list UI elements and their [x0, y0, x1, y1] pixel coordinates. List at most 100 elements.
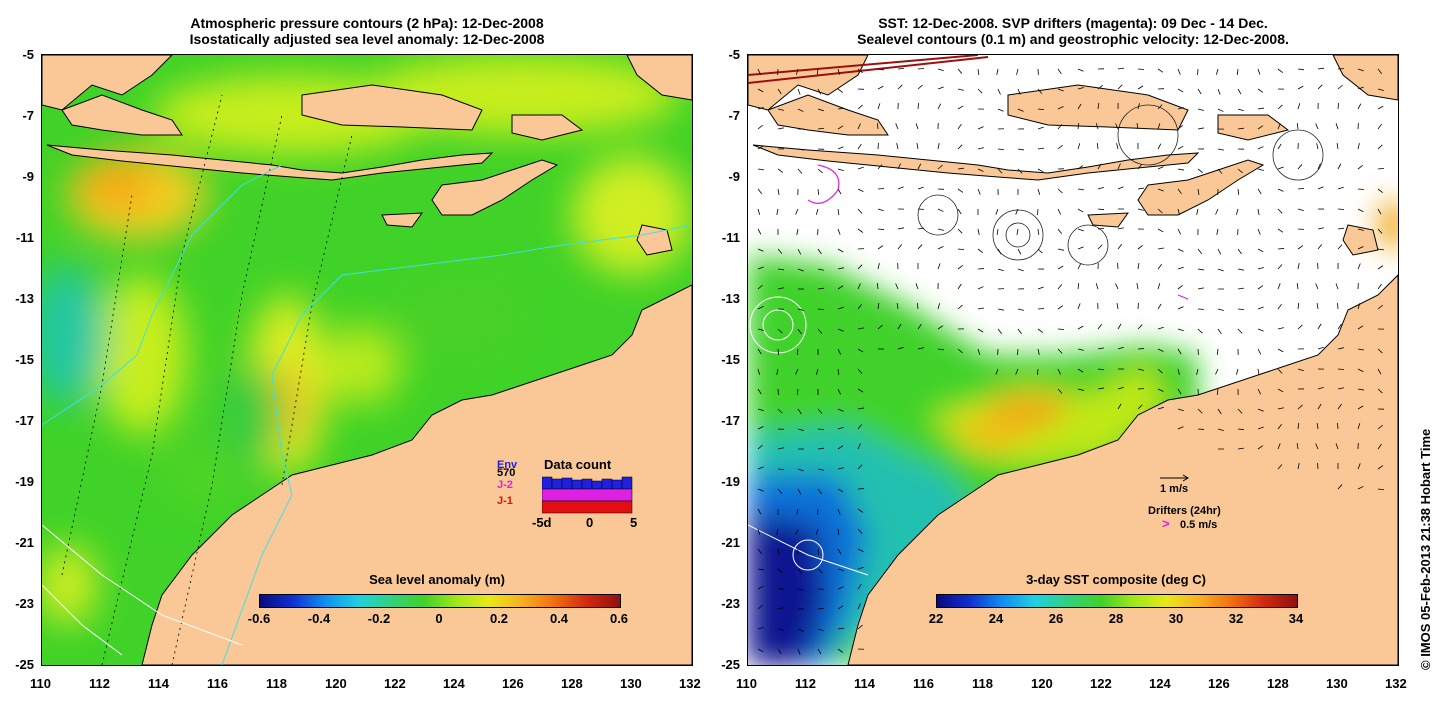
velocity-arrow: [1095, 283, 1099, 290]
velocity-arrow: [837, 467, 844, 470]
velocity-arrow: [1277, 123, 1281, 130]
velocity-arrow: [1257, 248, 1264, 253]
velocity-arrow: [1377, 208, 1382, 215]
right-lat-tick-label: -5: [728, 47, 740, 62]
data-count-bars: [542, 476, 633, 514]
velocity-arrow: [1237, 308, 1245, 311]
velocity-arrow: [837, 445, 844, 450]
left-lat-tick-label: -17: [15, 413, 34, 428]
velocity-arrow: [1317, 67, 1324, 70]
velocity-arrow: [937, 325, 944, 330]
velocity-arrow: [1377, 88, 1384, 91]
velocity-arrow: [796, 348, 799, 356]
velocity-arrow: [1277, 104, 1283, 110]
velocity-arrow: [1116, 303, 1119, 310]
velocity-arrow: [1057, 106, 1064, 110]
left-lon-tick-label: 130: [620, 676, 642, 691]
velocity-arrow: [957, 208, 962, 215]
velocity-arrow: [937, 303, 941, 310]
right-title: SST: 12-Dec-2008. SVP drifters (magenta)…: [748, 15, 1398, 47]
velocity-arrow: [1297, 164, 1303, 170]
left-lon-tick-label: 112: [89, 676, 110, 691]
velocity-arrow: [1097, 163, 1102, 170]
velocity-arrow: [937, 164, 943, 170]
velocity-arrow: [1197, 108, 1204, 111]
velocity-arrow: [997, 328, 1003, 334]
velocity-arrow: [1317, 163, 1321, 170]
velocity-arrow: [1057, 368, 1061, 375]
velocity-arrow: [1315, 443, 1319, 450]
velocity-arrow: [937, 103, 942, 110]
velocity-arrow: [857, 283, 861, 290]
velocity-arrow: [1217, 248, 1222, 255]
drifters-label: Drifters (24hr): [1148, 505, 1221, 517]
velocity-arrow: [1196, 368, 1199, 375]
velocity-arrow: [1077, 188, 1084, 191]
velocity-arrow: [795, 528, 799, 535]
velocity-arrow: [777, 488, 783, 494]
velocity-arrow: [996, 68, 999, 75]
velocity-arrow: [1077, 122, 1080, 130]
velocity-arrow: [837, 285, 844, 290]
velocity-arrow: [1337, 227, 1345, 230]
right-lat-tick-label: -15: [721, 352, 740, 367]
left-map-frame: [41, 54, 693, 666]
velocity-arrow: [1157, 283, 1161, 290]
right-lon-tick-label: 110: [736, 676, 757, 691]
velocity-arrow: [817, 88, 822, 95]
velocity-arrow: [857, 424, 863, 430]
velocity-arrow: [837, 605, 844, 610]
velocity-arrow: [817, 548, 819, 556]
velocity-arrow: [837, 488, 844, 493]
velocity-arrow: [757, 88, 764, 93]
legend-axis-zero: 0: [586, 515, 594, 530]
velocity-arrow: [1335, 123, 1339, 130]
velocity-arrow: [796, 388, 799, 396]
velocity-arrow: [817, 268, 824, 271]
velocity-arrow: [1277, 423, 1282, 430]
velocity-scale-arrow: [1160, 474, 1189, 482]
velocity-arrow: [1117, 323, 1122, 330]
velocity-arrow: [1257, 328, 1264, 332]
velocity-arrow: [1297, 324, 1303, 330]
velocity-arrow: [1017, 108, 1024, 112]
velocity-arrow: [977, 228, 980, 235]
velocity-arrow: [1117, 244, 1123, 250]
velocity-arrow: [1136, 123, 1139, 130]
velocity-arrow: [1357, 208, 1364, 213]
velocity-arrow: [1217, 108, 1224, 112]
velocity-arrow: [837, 228, 841, 235]
velocity-arrow: [1357, 246, 1364, 250]
velocity-arrow: [757, 528, 761, 535]
left-colorbar-title: Sea level anomaly (m): [369, 572, 505, 587]
left-cbar-tick: -0.4: [307, 611, 331, 626]
velocity-arrow: [1177, 348, 1182, 355]
velocity-arrow: [1257, 445, 1264, 450]
velocity-arrow: [1177, 248, 1184, 252]
velocity-arrow: [1277, 443, 1281, 450]
velocity-arrow: [797, 168, 803, 174]
velocity-arrow: [857, 548, 864, 552]
velocity-arrow: [757, 208, 761, 215]
velocity-arrow: [1157, 326, 1164, 330]
velocity-arrow: [1117, 346, 1124, 350]
velocity-arrow: [1017, 88, 1021, 95]
left-lon-tick-label: 132: [679, 676, 701, 691]
velocity-arrow: [1157, 123, 1161, 130]
velocity-arrow: [837, 548, 842, 555]
velocity-arrow: [1157, 188, 1164, 192]
velocity-arrow: [1257, 285, 1264, 290]
velocity-arrow: [1177, 125, 1183, 130]
velocity-arrow: [1237, 408, 1243, 414]
velocity-arrow: [1337, 244, 1343, 250]
velocity-arrow: [797, 248, 802, 255]
right-lat-tick-label: -23: [721, 596, 740, 611]
velocity-arrow: [1337, 387, 1344, 390]
velocity-arrow: [1377, 488, 1385, 491]
right-cbar-tick: 34: [1288, 611, 1304, 626]
velocity-arrow: [1277, 348, 1284, 353]
velocity-arrow: [1217, 408, 1222, 415]
velocity-arrow: [896, 303, 899, 310]
velocity-arrow: [937, 86, 944, 90]
velocity-arrow: [1257, 306, 1264, 310]
